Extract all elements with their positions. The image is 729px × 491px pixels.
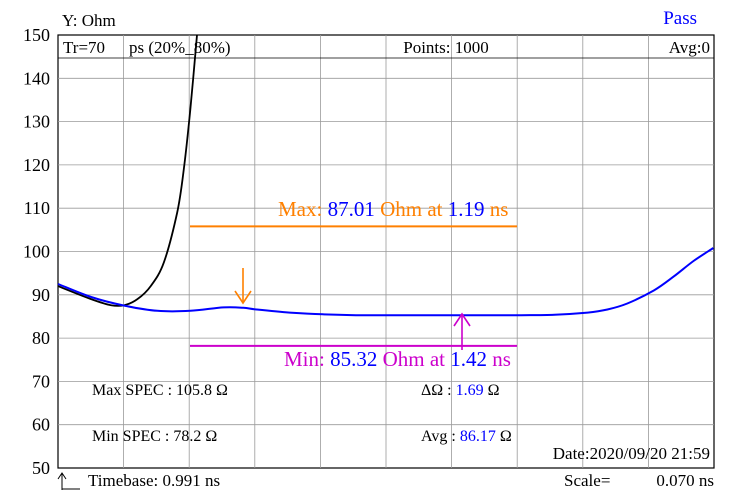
max-spec-text: Max SPEC : 105.8 Ω: [92, 382, 228, 399]
min-spec-text: Min SPEC : 78.2 Ω: [92, 428, 217, 445]
y-tick-label: 130: [23, 112, 50, 132]
y-tick-label: 50: [32, 458, 50, 478]
y-axis-label: Y: Ohm: [62, 11, 116, 30]
max-marker-arrow: [234, 268, 252, 305]
scale-label: Scale=: [564, 471, 610, 490]
max-annotation: Max: 87.01 Ohm at 1.19 ns: [278, 197, 508, 221]
header-points: Points: 1000: [403, 38, 489, 57]
avg-text: Avg : 86.17 Ω: [421, 428, 512, 445]
y-tick-label: 100: [23, 242, 50, 262]
y-tick-label: 110: [24, 198, 50, 218]
date-text: Date:2020/09/20 21:59: [553, 444, 710, 463]
y-tick-label: 90: [32, 285, 50, 305]
status-pass: Pass: [663, 8, 697, 29]
header-tr-unit: ps (20%_80%): [129, 38, 231, 57]
delta-text: ΔΩ : 1.69 Ω: [421, 382, 500, 399]
series-black-line: [57, 34, 198, 307]
y-tick-label: 150: [23, 25, 50, 45]
y-tick-label: 140: [23, 68, 50, 88]
y-tick-labels: 150 140 130 120 110 100 90 80 70 60 50: [23, 25, 50, 478]
y-tick-label: 120: [23, 155, 50, 175]
y-tick-label: 70: [32, 371, 50, 391]
header-avg: Avg:0: [669, 38, 710, 57]
y-tick-label: 80: [32, 328, 50, 348]
header-tr: Tr=70: [63, 38, 105, 57]
scale-value: 0.070 ns: [656, 471, 714, 490]
timebase-text: Timebase: 0.991 ns: [88, 471, 220, 490]
min-annotation: Min: 85.32 Ohm at 1.42 ns: [284, 347, 511, 371]
origin-arrow-icon: [57, 472, 80, 490]
series-blue-line: [57, 247, 714, 317]
min-marker-arrow: [453, 312, 471, 350]
y-tick-label: 60: [32, 415, 50, 435]
